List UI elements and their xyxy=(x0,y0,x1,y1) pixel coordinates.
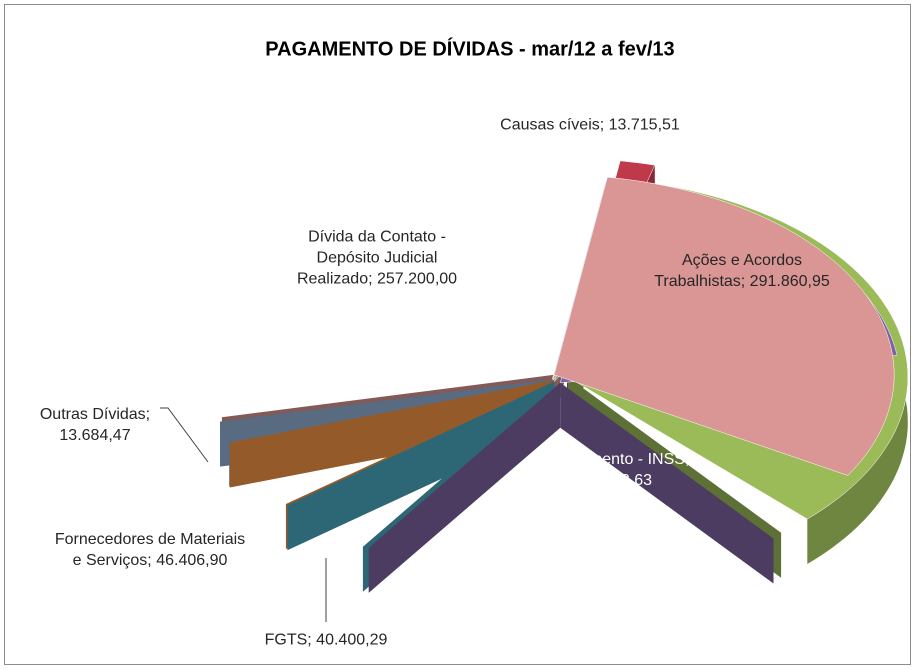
data-label: FGTS; 40.400,29 xyxy=(264,631,388,649)
chart-title: PAGAMENTO DE DÍVIDAS - mar/12 a fev/13 xyxy=(265,37,674,60)
leader-line xyxy=(160,407,209,463)
data-label: Causas cíveis; 13.715,51 xyxy=(500,116,680,134)
data-label: Parcelamento - INSS; 169.108,63 xyxy=(534,451,690,489)
data-label: Ações e Acordos Trabalhistas; 291.860,95 xyxy=(654,252,830,290)
slice-wall xyxy=(287,381,555,551)
data-label: Dívida da Contato - Depósito Judicial Re… xyxy=(296,228,458,288)
tops xyxy=(552,160,909,520)
slice-wall xyxy=(368,382,561,593)
data-label: Outras Dívidas; 13.684,47 xyxy=(39,406,151,444)
slice-wall xyxy=(229,380,553,488)
slice-wall xyxy=(560,382,774,584)
slice xyxy=(553,176,895,476)
data-label: Fornecedores de Materiais e Serviços; 46… xyxy=(54,531,246,569)
